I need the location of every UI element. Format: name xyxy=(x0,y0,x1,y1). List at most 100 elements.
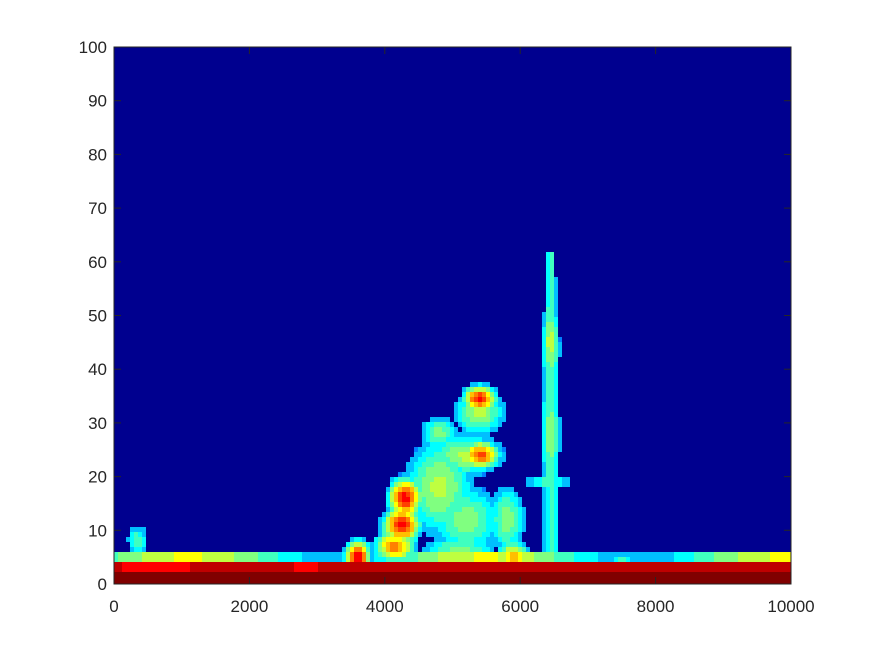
heatmap-cell xyxy=(550,472,554,477)
heatmap-cell xyxy=(770,557,774,562)
heatmap-cell xyxy=(542,547,546,552)
heatmap-cell xyxy=(454,507,458,512)
heatmap-cell xyxy=(442,462,446,467)
heatmap-cell xyxy=(426,452,430,457)
heatmap-cell xyxy=(542,442,546,447)
heatmap-cell xyxy=(782,552,786,557)
heatmap-cell xyxy=(518,547,522,552)
heatmap-cell xyxy=(450,472,454,477)
heatmap-cell xyxy=(122,567,126,572)
heatmap-cell xyxy=(474,412,478,417)
heatmap-cell xyxy=(438,557,442,562)
heatmap-cell xyxy=(546,422,550,427)
heatmap-cell xyxy=(550,347,554,352)
heatmap-cell xyxy=(482,517,486,522)
heatmap-cell xyxy=(470,502,474,507)
heatmap-cell xyxy=(486,547,490,552)
heatmap-cell xyxy=(550,562,554,567)
heatmap-cell xyxy=(414,467,418,472)
heatmap-cell xyxy=(462,502,466,507)
heatmap-cell xyxy=(538,552,542,557)
heatmap-cell xyxy=(542,562,546,567)
heatmap-cell xyxy=(294,577,298,582)
heatmap-cell xyxy=(198,557,202,562)
heatmap-cell xyxy=(554,542,558,547)
heatmap-cell xyxy=(494,572,498,577)
heatmap-cell xyxy=(238,552,242,557)
heatmap-cell xyxy=(430,532,434,537)
heatmap-cell xyxy=(154,557,158,562)
heatmap-cell xyxy=(594,572,598,577)
heatmap-cell xyxy=(242,577,246,582)
heatmap-cell xyxy=(686,557,690,562)
heatmap-cell xyxy=(486,397,490,402)
heatmap-cell xyxy=(434,552,438,557)
heatmap-cell xyxy=(498,462,502,467)
heatmap-cell xyxy=(494,457,498,462)
heatmap-cell xyxy=(514,497,518,502)
heatmap-cell xyxy=(478,577,482,582)
heatmap-cell xyxy=(150,567,154,572)
heatmap-cell xyxy=(634,562,638,567)
heatmap-cell xyxy=(494,397,498,402)
heatmap-cell xyxy=(474,397,478,402)
heatmap-cell xyxy=(274,577,278,582)
heatmap-cell xyxy=(390,487,394,492)
heatmap-cell xyxy=(430,452,434,457)
heatmap-cell xyxy=(458,527,462,532)
heatmap-cell xyxy=(386,522,390,527)
heatmap-cell xyxy=(302,572,306,577)
heatmap-cell xyxy=(274,567,278,572)
heatmap-cell xyxy=(550,452,554,457)
heatmap-cell xyxy=(126,552,130,557)
heatmap-cell xyxy=(658,562,662,567)
heatmap-cell xyxy=(202,557,206,562)
heatmap-cell xyxy=(370,572,374,577)
heatmap-cell xyxy=(454,502,458,507)
heatmap-cell xyxy=(506,517,510,522)
heatmap-cell xyxy=(314,572,318,577)
heatmap-cell xyxy=(486,562,490,567)
heatmap-cell xyxy=(554,417,558,422)
heatmap-cell xyxy=(214,577,218,582)
heatmap-cell xyxy=(494,407,498,412)
heatmap-cell xyxy=(718,552,722,557)
heatmap-cell xyxy=(186,577,190,582)
heatmap-cell xyxy=(378,542,382,547)
heatmap-cell xyxy=(470,517,474,522)
heatmap-cell xyxy=(590,567,594,572)
heatmap-cell xyxy=(518,502,522,507)
heatmap-cell xyxy=(774,577,778,582)
heatmap-cell xyxy=(450,492,454,497)
heatmap-cell xyxy=(658,552,662,557)
heatmap-cell xyxy=(378,572,382,577)
heatmap-cell xyxy=(494,422,498,427)
heatmap-cell xyxy=(406,472,410,477)
heatmap-cell xyxy=(422,467,426,472)
heatmap-cell xyxy=(542,502,546,507)
heatmap-cell xyxy=(754,562,758,567)
heatmap-cell xyxy=(546,552,550,557)
heatmap-cell xyxy=(470,407,474,412)
heatmap-cell xyxy=(494,567,498,572)
heatmap-cell xyxy=(546,492,550,497)
heatmap-cell xyxy=(434,447,438,452)
heatmap-cell xyxy=(222,552,226,557)
heatmap-cell xyxy=(270,557,274,562)
heatmap-cell xyxy=(546,432,550,437)
heatmap-cell xyxy=(578,562,582,567)
heatmap-cell xyxy=(178,577,182,582)
heatmap-cell xyxy=(386,537,390,542)
heatmap-cell xyxy=(546,462,550,467)
heatmap-cell xyxy=(506,512,510,517)
heatmap-cell xyxy=(778,577,782,582)
heatmap-cell xyxy=(294,557,298,562)
heatmap-cell xyxy=(178,557,182,562)
heatmap-cell xyxy=(430,507,434,512)
heatmap-cell xyxy=(650,562,654,567)
heatmap-cell xyxy=(474,562,478,567)
heatmap-cell xyxy=(490,412,494,417)
heatmap-cell xyxy=(546,337,550,342)
heatmap-cell xyxy=(586,577,590,582)
heatmap-cell xyxy=(130,547,134,552)
